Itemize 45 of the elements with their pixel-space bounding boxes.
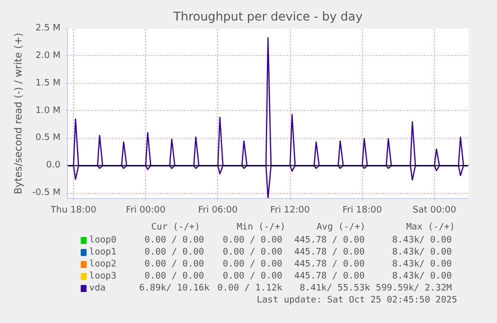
text: 0.00 / 0.00 xyxy=(222,272,282,282)
y-tick-label: 0.5 M xyxy=(36,133,61,144)
text: Avg (-/+) xyxy=(316,222,366,232)
x-tick-label: Fri 00:00 xyxy=(126,206,166,216)
x-tick-label: Sat 00:00 xyxy=(412,206,456,216)
text: Last update: Sat Oct 25 02:45:50 2025 xyxy=(256,296,458,306)
legend-label: loop3 xyxy=(89,272,116,282)
y-tick-label: -0.5 M xyxy=(32,188,60,198)
text: Max (-/+) xyxy=(406,222,455,232)
legend-label: loop0 xyxy=(89,236,116,246)
text: 6.89k/ 10.16k xyxy=(139,284,210,294)
x-tick-label: Fri 18:00 xyxy=(342,206,382,216)
text: 445.78 / 0.00 xyxy=(294,272,365,282)
text: 0.00 / 0.00 xyxy=(222,248,282,258)
x-tick-label: Fri 12:00 xyxy=(270,206,310,216)
text: 8.43k/ 0.00 xyxy=(392,236,452,246)
y-axis-title: Bytes/second read (-) / write (+) xyxy=(13,32,24,194)
text: 445.78 / 0.00 xyxy=(294,260,365,270)
text: 445.78 / 0.00 xyxy=(294,236,365,246)
x-tick-label: Fri 06:00 xyxy=(198,206,238,216)
text: 8.43k/ 0.00 xyxy=(392,272,452,282)
text: 0.00 / 0.00 xyxy=(144,248,204,258)
text: 8.43k/ 0.00 xyxy=(392,260,452,270)
text: 599.59k/ 2.32M xyxy=(376,284,452,294)
text: 8.43k/ 0.00 xyxy=(392,248,452,258)
text: Min (-/+) xyxy=(236,222,286,232)
text: 8.41k/ 55.53k xyxy=(300,284,371,294)
y-tick-label: 2.0 M xyxy=(36,50,61,61)
x-tick-label: Thu 18:00 xyxy=(50,206,97,216)
text: 0.00 / 0.00 xyxy=(144,236,204,246)
y-tick-label: 0.0 xyxy=(46,160,61,171)
text: 0.00 / 0.00 xyxy=(144,260,204,270)
chart-title: Throughput per device - by day xyxy=(172,10,363,24)
text: 0.00 / 1.12k xyxy=(217,284,283,294)
text: 445.78 / 0.00 xyxy=(294,248,365,258)
legend-label: loop2 xyxy=(89,260,116,270)
text: 0.00 / 0.00 xyxy=(222,260,282,270)
y-tick-label: 2.5 M xyxy=(36,24,61,34)
legend-label: vda xyxy=(89,284,106,294)
y-tick-label: 1.5 M xyxy=(36,78,61,88)
y-tick-label: 1.0 M xyxy=(36,106,61,116)
text: 0.00 / 0.00 xyxy=(144,272,204,282)
text: Cur (-/+) xyxy=(151,222,200,232)
legend-label: loop1 xyxy=(89,248,116,258)
text: 0.00 / 0.00 xyxy=(222,236,282,246)
